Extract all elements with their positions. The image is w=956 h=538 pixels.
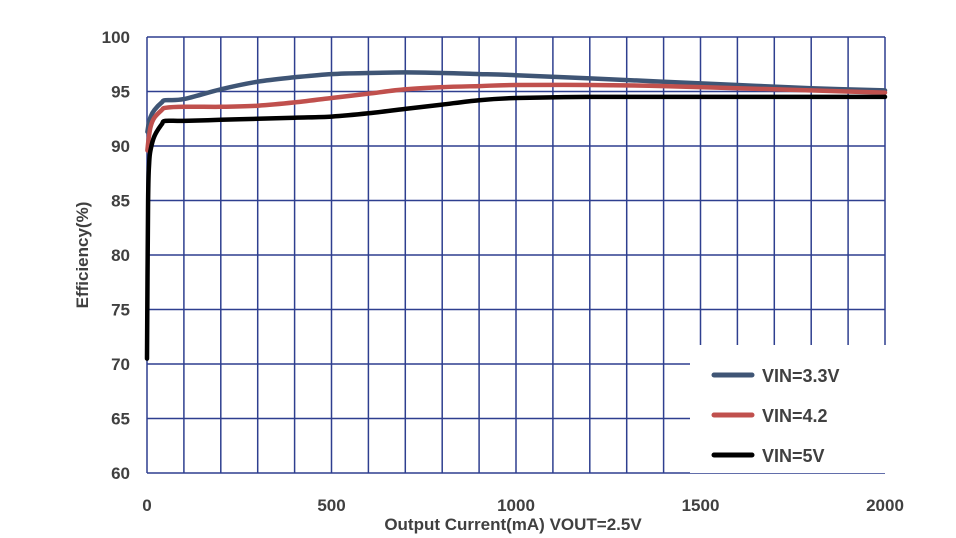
y-tick-label: 75 — [111, 301, 130, 320]
x-tick-label: 500 — [317, 496, 345, 515]
x-tick-label: 1000 — [497, 496, 535, 515]
legend-label: VIN=3.3V — [762, 366, 840, 386]
legend-box — [690, 345, 888, 473]
y-tick-label: 60 — [111, 464, 130, 483]
y-axis-ticks: 60 65 70 75 80 85 90 95 100 — [102, 28, 130, 483]
legend-label: VIN=4.2 — [762, 406, 828, 426]
y-tick-label: 100 — [102, 28, 130, 47]
y-tick-label: 80 — [111, 246, 130, 265]
x-tick-label: 0 — [142, 496, 151, 515]
series-lines — [144, 70, 888, 361]
x-tick-label: 2000 — [866, 496, 904, 515]
legend: VIN=3.3V VIN=4.2 VIN=5V — [711, 366, 840, 466]
y-tick-label: 90 — [111, 137, 130, 156]
legend-label: VIN=5V — [762, 446, 825, 466]
y-axis-title: Efficiency(%) — [73, 202, 92, 309]
y-tick-label: 85 — [111, 192, 130, 211]
x-axis-title: Output Current(mA) VOUT=2.5V — [384, 515, 642, 534]
y-tick-label: 95 — [111, 83, 130, 102]
y-tick-label: 70 — [111, 355, 130, 374]
series-line — [145, 70, 888, 135]
y-tick-label: 65 — [111, 410, 130, 429]
x-tick-label: 1500 — [682, 496, 720, 515]
x-axis-ticks: 0 500 1000 1500 2000 — [142, 496, 904, 515]
series-line — [144, 94, 888, 361]
series-line — [145, 82, 888, 153]
